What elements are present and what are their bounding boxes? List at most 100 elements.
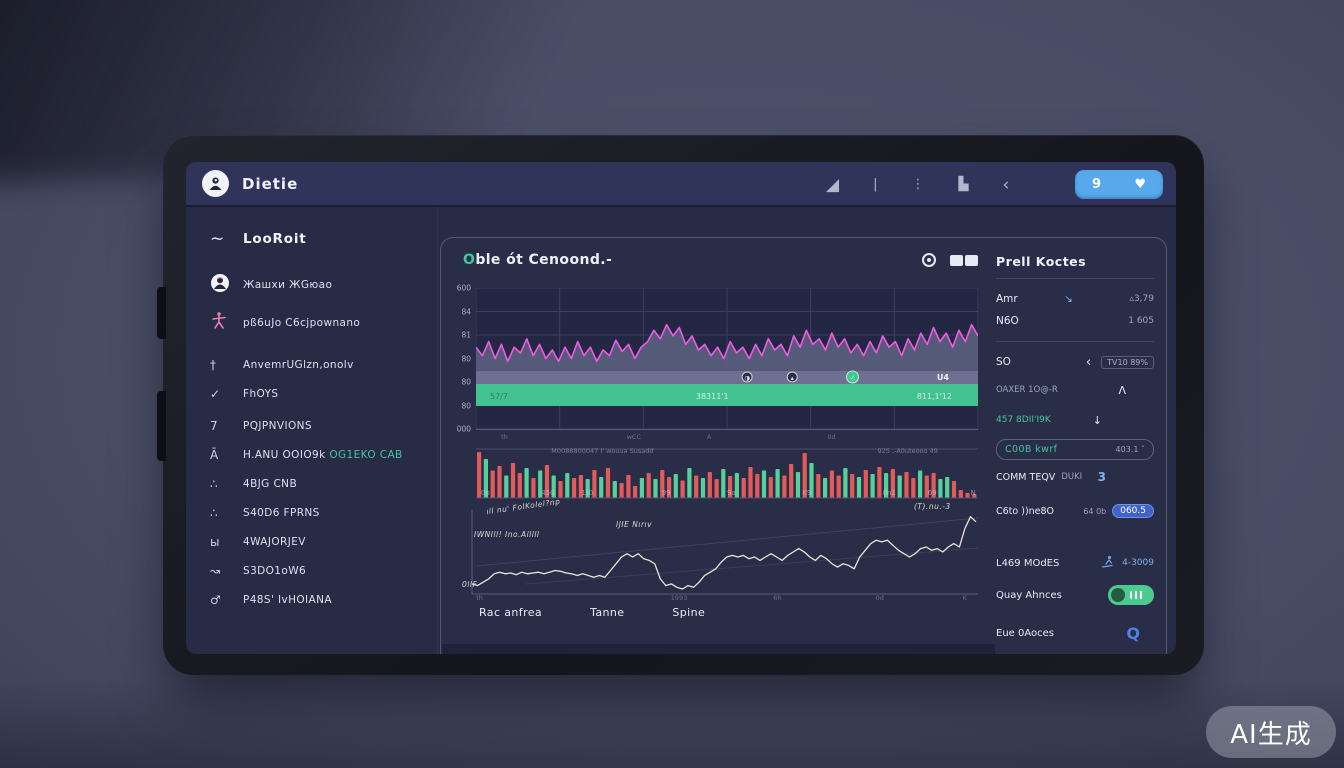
chevron-left-icon[interactable]: ‹	[1085, 354, 1092, 370]
therefore-icon: ∴	[210, 477, 218, 491]
svg-text:811,1'12: 811,1'12	[917, 392, 952, 401]
sidebar-item-11[interactable]: ♂ P48S' IvHOIANA	[210, 593, 437, 607]
svg-text:U4: U4	[937, 373, 949, 382]
sidebar-item-10[interactable]: ↝ S3DO1oW6	[210, 564, 437, 578]
sidebar-item-6[interactable]: Ā H.ANU OOIO9k OG1EKO CAB	[210, 448, 437, 462]
chart-tabs: Rac anfrea Tanne Spine	[479, 606, 705, 619]
combo-select[interactable]: C00B kwrf 403.1 ˇ	[996, 439, 1154, 460]
button-glyph-right: ♥	[1134, 177, 1146, 192]
brand-label: LooRoit	[243, 231, 307, 247]
stat-row-l469[interactable]: L469 MOdES 4-3009	[996, 552, 1154, 574]
stat-label: OAXER 1O@-R	[996, 385, 1058, 395]
sidebar: ∼ LooRoit Жашхи ЖGюао	[186, 207, 438, 654]
stat-row-comm[interactable]: COMM TEQV DUKI 3	[996, 466, 1154, 488]
sidebar-item-label: H.ANU OOIO9k OG1EKO CAB	[243, 449, 403, 461]
stat-label: COMM TEQV	[996, 471, 1056, 483]
chart-footer-strip	[442, 644, 995, 654]
dots-triangle-icon: ∴	[210, 506, 218, 520]
charts-column: 600 84 81 80 80 80 000 57/7 38311'1 811,1'12 ◑ ▴ ✓ U…	[441, 238, 996, 654]
trend-line-chart[interactable]: ıll nu' FolKolel?np IWNIll! Ino.Alllll IJI…	[462, 497, 979, 596]
stat-row-amr[interactable]: Amr ↘ ▵3,79	[996, 288, 1154, 310]
dancer-icon	[210, 311, 236, 334]
line-x-axis-labels: th 1993 6h 0d K	[476, 594, 967, 602]
layout-toggle-icon[interactable]	[950, 254, 978, 266]
toggle-knob	[1111, 588, 1125, 602]
quay-toggle[interactable]	[1108, 585, 1154, 605]
stat-row-457[interactable]: 457 8DII'I9K ↓	[996, 409, 1154, 431]
record-icon[interactable]	[922, 253, 936, 267]
stats-header: Prell Koctes	[996, 254, 1087, 269]
stat-value: 1 605	[1128, 316, 1154, 326]
sidebar-brand[interactable]: ∼ LooRoit	[210, 229, 437, 249]
primary-action-button[interactable]: 9 ♥	[1075, 170, 1163, 199]
combo-value: 403.1 ˇ	[1115, 445, 1145, 454]
volume-up-button[interactable]	[157, 287, 166, 339]
tab-tanne[interactable]: Tanne	[590, 606, 625, 619]
caret-up-icon: Λ	[1118, 383, 1126, 397]
stat-label: SO	[996, 356, 1011, 368]
sidebar-item-label: PQJPNVIONS	[243, 420, 312, 432]
bar-icon[interactable]: |	[873, 177, 878, 192]
price-area-chart[interactable]: 57/7 38311'1 811,1'12 ◑ ▴ ✓ U4	[476, 288, 978, 429]
sidebar-item-profile[interactable]: Жашхи ЖGюао	[210, 273, 437, 296]
arrow-icon: ↝	[210, 564, 221, 578]
button-glyph-left: 9	[1092, 177, 1102, 192]
sidebar-item-label: 4WAJORJEV	[243, 536, 306, 548]
stat-row-quay[interactable]: Quay Ahnces	[996, 584, 1154, 606]
svg-text:38311'1: 38311'1	[696, 392, 729, 401]
stat-sublabel: 64 0b	[1083, 506, 1107, 516]
sidebar-item-9[interactable]: ы 4WAJORJEV	[210, 535, 437, 549]
cross-icon: †	[210, 358, 216, 372]
sidebar-item-7[interactable]: ∴ 4BJG CNB	[210, 477, 437, 491]
chart-header: Oble ót Cenoond.-	[463, 246, 978, 274]
app-window: Dietie ◢ | ⋮ ▙ ‹ 9 ♥ ∼ LooRoit	[186, 162, 1176, 654]
topbar-icons: ◢ | ⋮ ▙ ‹	[826, 162, 1009, 207]
sidebar-item-label: Жашхи ЖGюао	[243, 278, 333, 291]
back-chevron-icon[interactable]: ‹	[1002, 174, 1010, 195]
stat-row-so[interactable]: SO ‹ TV10 89%	[996, 351, 1154, 373]
sidebar-item-3[interactable]: † AnvemrUGlzn,onolv	[210, 358, 437, 372]
sidebar-item-5[interactable]: 7 PQJPNVIONS	[210, 419, 437, 433]
clipboard-icon[interactable]: ▙	[958, 177, 969, 192]
stat-value-box: TV10 89%	[1101, 355, 1154, 369]
chart-title: Oble ót Cenoond.-	[463, 252, 613, 268]
sidebar-item-label: pß6uJo C6cjpownano	[243, 316, 361, 329]
dots-menu-icon[interactable]: ⋮	[911, 177, 925, 192]
divider	[996, 278, 1154, 279]
sidebar-item-label: P48S' IvHOIANA	[243, 594, 332, 606]
tablet-frame: Dietie ◢ | ⋮ ▙ ‹ 9 ♥ ∼ LooRoit	[157, 135, 1204, 675]
sidebar-item-activity[interactable]: pß6uJo C6cjpownano	[210, 311, 437, 334]
stat-row-eue[interactable]: Eue 0Aoces Q	[996, 622, 1154, 644]
area-x-axis: th wCC A 0d	[476, 429, 978, 444]
a-bar-icon: Ā	[210, 448, 219, 462]
app-logo[interactable]	[202, 170, 229, 197]
stat-row-n6o[interactable]: N6O 1 605	[996, 310, 1154, 332]
stat-sublabel: DUKI	[1061, 472, 1083, 482]
stat-row-c6to[interactable]: C6to ))ne8O 64 0b 060.5	[996, 500, 1154, 522]
sidebar-item-label: FhOYS	[243, 388, 279, 400]
toggle-hatch	[1130, 591, 1145, 599]
combo-label: C00B kwrf	[1005, 444, 1058, 455]
trend-down-icon: ↘	[1064, 293, 1073, 305]
background-shadow-bottom	[0, 678, 1344, 768]
tab-rac-anfrea[interactable]: Rac anfrea	[479, 606, 543, 619]
stat-row-oaxer[interactable]: OAXER 1O@-R Λ	[996, 379, 1154, 401]
sidebar-item-4[interactable]: ✓ FhOYS	[210, 387, 437, 401]
tab-spine[interactable]: Spine	[672, 606, 706, 619]
sidebar-item-label: AnvemrUGlzn,onolv	[243, 359, 354, 371]
trend-icon[interactable]: ◢	[826, 174, 840, 195]
q-search-icon[interactable]: Q	[1126, 623, 1140, 643]
flag-check-icon: ♂	[210, 593, 221, 607]
stat-label: L469 MOdES	[996, 557, 1060, 569]
sidebar-item-8[interactable]: ∴ S40D6 FPRNS	[210, 506, 437, 520]
y-axis-labels: 600 84 81 80 80 80 000	[456, 283, 471, 434]
volume-down-button[interactable]	[157, 391, 166, 461]
sidebar-item-label: S3DO1oW6	[243, 565, 307, 577]
cycle-icon: ы	[210, 535, 220, 549]
sidebar-item-label: S40D6 FPRNS	[243, 507, 320, 519]
main-area: Oble ót Cenoond.- 600 84 81 80 80 80 000 57/7 3…	[438, 207, 1176, 654]
chevron-down-icon: ˇ	[1141, 445, 1145, 454]
chart-card: Oble ót Cenoond.- 600 84 81 80 80 80 000 57/7 3…	[440, 237, 1167, 654]
stat-label: 457 8DII'I9K	[996, 415, 1051, 425]
volume-bar-chart[interactable]	[476, 445, 978, 499]
